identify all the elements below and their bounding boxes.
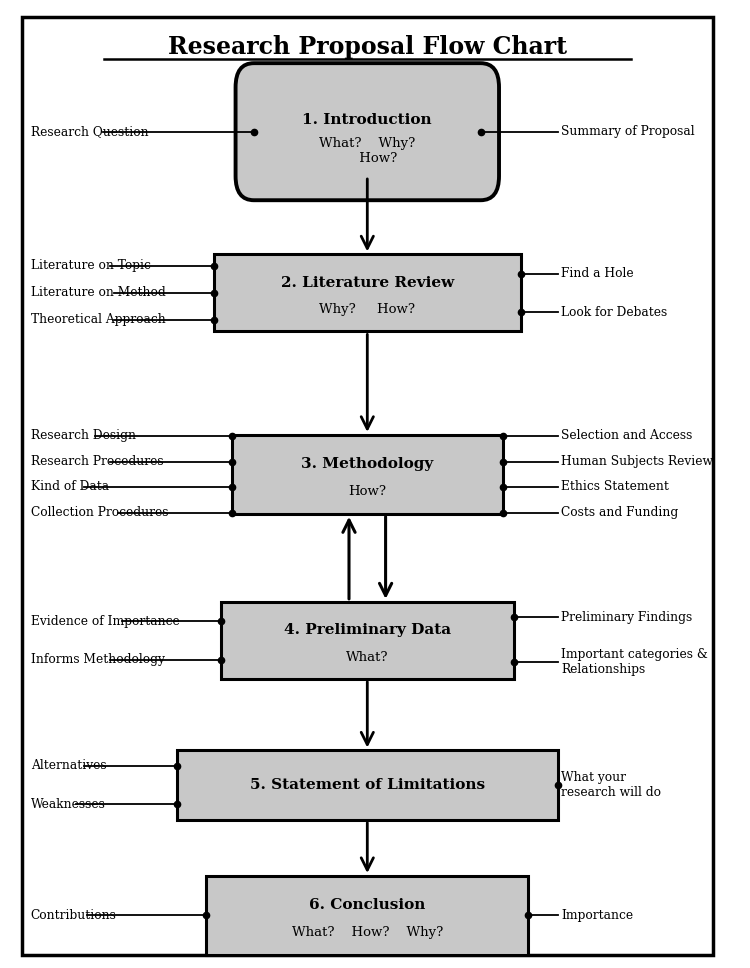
FancyBboxPatch shape	[177, 750, 557, 820]
Text: What your
research will do: What your research will do	[561, 771, 662, 800]
Text: Importance: Importance	[561, 909, 633, 922]
Text: Weaknesses: Weaknesses	[31, 798, 106, 811]
Text: 4. Preliminary Data: 4. Preliminary Data	[284, 623, 451, 637]
FancyBboxPatch shape	[22, 16, 712, 955]
FancyBboxPatch shape	[214, 255, 521, 331]
Text: Literature on Topic: Literature on Topic	[31, 259, 151, 272]
Text: What?: What?	[346, 650, 388, 664]
Text: 5. Statement of Limitations: 5. Statement of Limitations	[250, 778, 484, 792]
Text: Research Procedures: Research Procedures	[31, 455, 164, 469]
Text: Research Design: Research Design	[31, 429, 136, 442]
Text: Important categories &
Relationships: Important categories & Relationships	[561, 648, 708, 676]
Text: Theoretical Approach: Theoretical Approach	[31, 314, 166, 326]
FancyBboxPatch shape	[221, 602, 514, 679]
Text: Ethics Statement: Ethics Statement	[561, 480, 669, 494]
Text: Costs and Funding: Costs and Funding	[561, 506, 679, 520]
Text: Summary of Proposal: Summary of Proposal	[561, 125, 694, 138]
Text: How?: How?	[348, 485, 386, 499]
Text: Research Proposal Flow Chart: Research Proposal Flow Chart	[168, 35, 567, 59]
Text: Informs Methodology: Informs Methodology	[31, 653, 164, 666]
Text: Why?     How?: Why? How?	[320, 303, 416, 317]
Text: 1. Introduction: 1. Introduction	[302, 113, 432, 127]
Text: 6. Conclusion: 6. Conclusion	[309, 898, 425, 912]
Text: What?    Why?
     How?: What? Why? How?	[320, 137, 416, 166]
Text: Preliminary Findings: Preliminary Findings	[561, 611, 692, 623]
Text: What?    How?    Why?: What? How? Why?	[292, 926, 443, 939]
FancyBboxPatch shape	[232, 435, 503, 514]
Text: Literature on Method: Literature on Method	[31, 287, 166, 299]
Text: Alternatives: Alternatives	[31, 759, 106, 772]
FancyBboxPatch shape	[206, 876, 528, 955]
Text: Contributions: Contributions	[31, 909, 116, 922]
Text: 2. Literature Review: 2. Literature Review	[280, 276, 454, 289]
Text: Human Subjects Review: Human Subjects Review	[561, 455, 713, 469]
Text: 3. Methodology: 3. Methodology	[302, 457, 433, 471]
Text: Research Question: Research Question	[31, 125, 148, 138]
Text: Find a Hole: Find a Hole	[561, 267, 634, 280]
Text: Evidence of Importance: Evidence of Importance	[31, 615, 179, 627]
Text: Kind of Data: Kind of Data	[31, 480, 109, 494]
Text: Look for Debates: Look for Debates	[561, 306, 668, 318]
Text: Collection Procedures: Collection Procedures	[31, 506, 168, 520]
Text: Selection and Access: Selection and Access	[561, 429, 692, 442]
FancyBboxPatch shape	[236, 63, 499, 200]
